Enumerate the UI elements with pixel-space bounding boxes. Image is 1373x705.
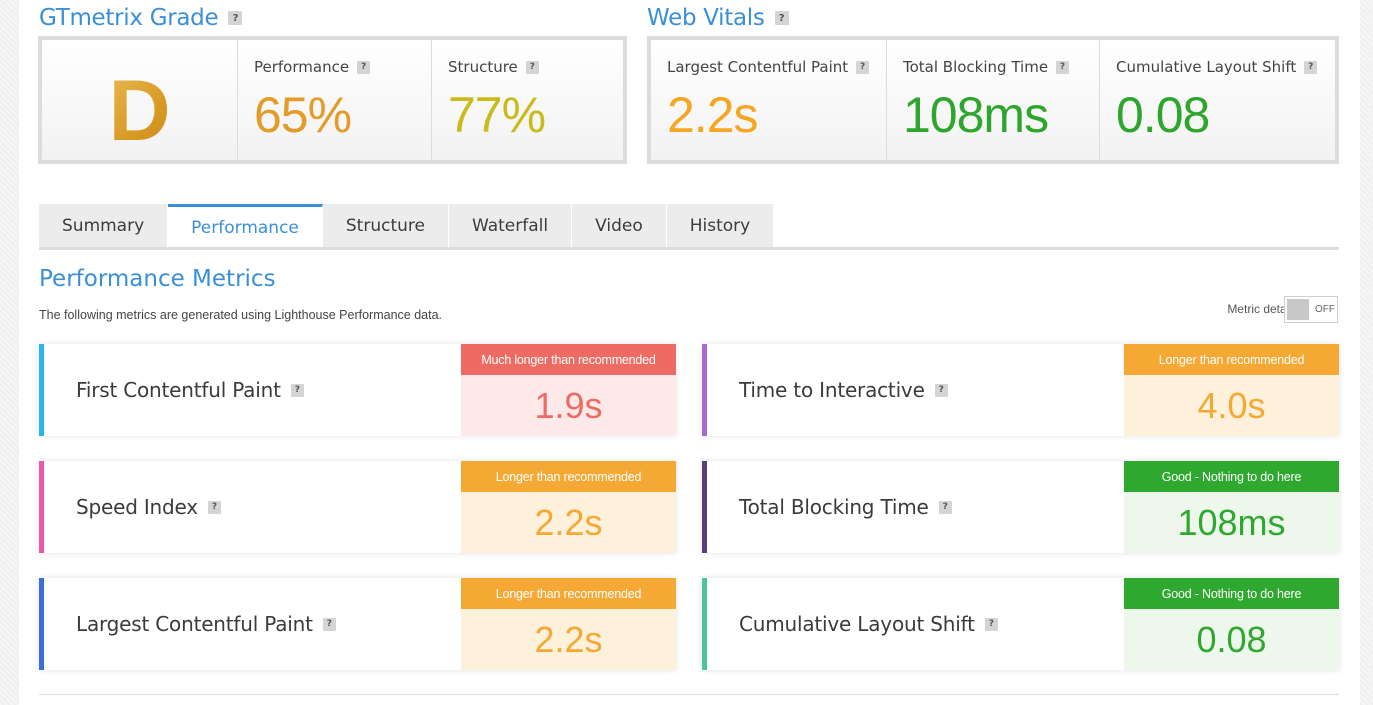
metric-name-row: First Contentful Paint ? <box>44 344 461 436</box>
metric-name: Cumulative Layout Shift <box>739 612 975 636</box>
help-icon[interactable]: ? <box>856 60 870 74</box>
metric-status-badge: Much longer than recommended <box>461 344 676 375</box>
performance-score-label-row: Performance ? <box>254 58 371 76</box>
metric-details-label: Metric details <box>1227 302 1298 316</box>
vital-tbt-label-row: Total Blocking Time ? <box>903 58 1070 76</box>
metric-value-box: Much longer than recommended 1.9s <box>461 344 676 436</box>
tab-waterfall[interactable]: Waterfall <box>448 204 573 248</box>
structure-score-label-row: Structure ? <box>448 58 539 76</box>
tab-summary[interactable]: Summary <box>39 204 169 248</box>
metric-status-badge: Good - Nothing to do here <box>1124 578 1339 609</box>
tab-video[interactable]: Video <box>572 204 667 248</box>
metric-value-box: Longer than recommended 2.2s <box>461 578 676 670</box>
web-vitals-box: Largest Contentful Paint ? 2.2s Total Bl… <box>647 36 1339 164</box>
help-icon[interactable]: ? <box>1304 60 1318 74</box>
help-icon[interactable]: ? <box>984 617 998 631</box>
help-icon[interactable]: ? <box>357 60 371 74</box>
metric-card-total-blocking-time: Total Blocking Time ? Good - Nothing to … <box>702 461 1339 553</box>
metric-name-row: Speed Index ? <box>44 461 461 553</box>
metric-value-box: Good - Nothing to do here 108ms <box>1124 461 1339 553</box>
metric-card-first-contentful-paint: First Contentful Paint ? Much longer tha… <box>39 344 676 436</box>
tab-history[interactable]: History <box>666 204 775 248</box>
tab-divider <box>39 247 1339 250</box>
vital-tbt-label: Total Blocking Time <box>903 58 1049 76</box>
metric-status-badge: Longer than recommended <box>461 578 676 609</box>
help-icon[interactable]: ? <box>1056 60 1070 74</box>
metric-card-largest-contentful-paint: Largest Contentful Paint ? Longer than r… <box>39 578 676 670</box>
report-panel: GTmetrix Grade ? D Performance ? 65% Str… <box>19 0 1360 705</box>
metric-name-row: Cumulative Layout Shift ? <box>707 578 1124 670</box>
metric-value: 2.2s <box>461 609 676 670</box>
vital-tbt-value: 108ms <box>903 87 1049 143</box>
help-icon[interactable]: ? <box>290 383 304 397</box>
vital-lcp-label: Largest Contentful Paint <box>667 58 849 76</box>
metric-details-toggle[interactable]: OFF <box>1284 296 1338 323</box>
vital-cls-cell: Cumulative Layout Shift ? 0.08 <box>1100 40 1335 160</box>
performance-score-label: Performance <box>254 58 350 76</box>
metric-value-box: Good - Nothing to do here 0.08 <box>1124 578 1339 670</box>
metric-name: Speed Index <box>76 495 198 519</box>
metric-card-time-to-interactive: Time to Interactive ? Longer than recomm… <box>702 344 1339 436</box>
metric-value: 108ms <box>1124 492 1339 553</box>
gtmetrix-grade-heading: GTmetrix Grade ? <box>39 5 243 31</box>
metric-status-badge: Good - Nothing to do here <box>1124 461 1339 492</box>
metric-name: Total Blocking Time <box>739 495 929 519</box>
metric-name: Time to Interactive <box>739 378 925 402</box>
web-vitals-title: Web Vitals <box>647 5 765 31</box>
metric-value: 4.0s <box>1124 375 1339 436</box>
metric-name: First Contentful Paint <box>76 378 281 402</box>
structure-score-value: 77% <box>448 87 546 143</box>
toggle-state-text: OFF <box>1315 304 1335 315</box>
help-icon[interactable]: ? <box>228 11 243 25</box>
metric-status-badge: Longer than recommended <box>461 461 676 492</box>
tab-structure[interactable]: Structure <box>322 204 449 248</box>
metric-value-box: Longer than recommended 4.0s <box>1124 344 1339 436</box>
performance-metrics-subtitle: The following metrics are generated usin… <box>39 308 443 322</box>
vital-tbt-cell: Total Blocking Time ? 108ms <box>887 40 1100 160</box>
tab-performance[interactable]: Performance <box>168 204 323 248</box>
help-icon[interactable]: ? <box>322 617 336 631</box>
vital-lcp-value: 2.2s <box>667 87 759 143</box>
vital-cls-value: 0.08 <box>1116 87 1210 143</box>
help-icon[interactable]: ? <box>525 60 539 74</box>
grade-box: D Performance ? 65% Structure ? 77% <box>38 36 627 164</box>
help-icon[interactable]: ? <box>207 500 221 514</box>
metric-card-cumulative-layout-shift: Cumulative Layout Shift ? Good - Nothing… <box>702 578 1339 670</box>
gtmetrix-grade-title: GTmetrix Grade <box>39 5 219 31</box>
report-tabs: Summary Performance Structure Waterfall … <box>39 204 775 248</box>
vital-lcp-label-row: Largest Contentful Paint ? <box>667 58 870 76</box>
web-vitals-heading: Web Vitals ? <box>647 5 789 31</box>
vital-cls-label-row: Cumulative Layout Shift ? <box>1116 58 1318 76</box>
metric-value: 2.2s <box>461 492 676 553</box>
metric-value: 0.08 <box>1124 609 1339 670</box>
toggle-knob <box>1287 299 1309 320</box>
performance-score-cell: Performance ? 65% <box>238 40 432 160</box>
bottom-divider <box>39 694 1339 695</box>
performance-metrics-title: Performance Metrics <box>39 266 276 292</box>
metric-name-row: Total Blocking Time ? <box>707 461 1124 553</box>
metric-status-badge: Longer than recommended <box>1124 344 1339 375</box>
help-icon[interactable]: ? <box>934 383 948 397</box>
metric-name-row: Time to Interactive ? <box>707 344 1124 436</box>
performance-score-value: 65% <box>254 87 352 143</box>
metric-card-speed-index: Speed Index ? Longer than recommended 2.… <box>39 461 676 553</box>
grade-letter-cell: D <box>42 40 238 160</box>
vital-lcp-cell: Largest Contentful Paint ? 2.2s <box>651 40 887 160</box>
metric-value: 1.9s <box>461 375 676 436</box>
structure-score-label: Structure <box>448 58 518 76</box>
grade-letter: D <box>42 62 237 161</box>
vital-cls-label: Cumulative Layout Shift <box>1116 58 1297 76</box>
help-icon[interactable]: ? <box>774 11 789 25</box>
metric-name: Largest Contentful Paint <box>76 612 313 636</box>
structure-score-cell: Structure ? 77% <box>432 40 623 160</box>
metric-value-box: Longer than recommended 2.2s <box>461 461 676 553</box>
metric-name-row: Largest Contentful Paint ? <box>44 578 461 670</box>
help-icon[interactable]: ? <box>938 500 952 514</box>
